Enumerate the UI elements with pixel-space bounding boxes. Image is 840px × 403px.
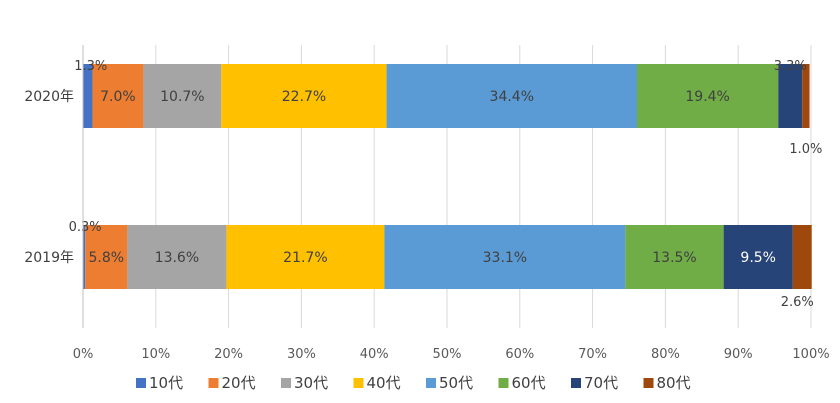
legend-swatch bbox=[136, 378, 146, 388]
legend-label: 10代 bbox=[149, 374, 183, 392]
category-label: 2020年 bbox=[24, 89, 74, 105]
legend-swatch bbox=[208, 378, 219, 388]
legend-label: 30代 bbox=[294, 374, 328, 392]
x-tick-label: 100% bbox=[792, 347, 829, 362]
legend-swatch bbox=[426, 378, 436, 388]
legend-swatch bbox=[643, 378, 654, 388]
x-tick-label: 70% bbox=[578, 347, 607, 362]
data-labels: 1.3% 7.0% 10.7% 22.7% 34.4% 19.4% 3.3% 1.0% 0.3%… bbox=[69, 59, 823, 310]
data-label: 5.8% bbox=[89, 250, 125, 266]
legend-swatch bbox=[353, 378, 364, 388]
bar-segment bbox=[386, 64, 638, 128]
bar-segment bbox=[637, 64, 779, 128]
legend-label: 60代 bbox=[512, 374, 546, 392]
data-label: 2.6% bbox=[781, 295, 814, 310]
legend-label: 40代 bbox=[367, 374, 401, 392]
legend: 10代 20代 30代 40代 50代 60代 70代 80代 bbox=[136, 374, 691, 392]
bar-segment bbox=[384, 225, 626, 289]
x-tick-label: 40% bbox=[360, 347, 389, 362]
bar-segment bbox=[625, 225, 724, 289]
bar-segment bbox=[778, 64, 803, 128]
data-label: 9.5% bbox=[740, 250, 776, 266]
data-label: 22.7% bbox=[282, 89, 326, 105]
bar-segment bbox=[792, 225, 812, 289]
bars bbox=[83, 64, 812, 289]
bar-segment bbox=[723, 225, 793, 289]
bar-segment bbox=[226, 225, 385, 289]
data-label: 7.0% bbox=[100, 89, 136, 105]
legend-label: 80代 bbox=[657, 374, 691, 392]
data-label: 0.3% bbox=[69, 220, 102, 235]
data-label: 21.7% bbox=[283, 250, 327, 266]
bar-segment bbox=[85, 225, 128, 289]
data-label: 34.4% bbox=[490, 89, 534, 105]
legend-label: 50代 bbox=[439, 374, 473, 392]
bar-segment bbox=[83, 64, 93, 128]
data-label: 13.5% bbox=[652, 250, 696, 266]
x-tick-label: 50% bbox=[433, 347, 462, 362]
x-tick-label: 20% bbox=[214, 347, 243, 362]
data-label: 19.4% bbox=[685, 89, 729, 105]
legend-swatch bbox=[571, 378, 581, 388]
x-tick-label: 0% bbox=[73, 347, 94, 362]
data-label: 33.1% bbox=[483, 250, 527, 266]
bar-segment bbox=[83, 225, 86, 289]
legend-label: 70代 bbox=[584, 374, 618, 392]
data-label: 13.6% bbox=[155, 250, 199, 266]
legend-swatch bbox=[281, 378, 291, 388]
bar-segment bbox=[802, 64, 810, 128]
data-label: 1.3% bbox=[74, 59, 107, 74]
x-tick-label: 90% bbox=[724, 347, 753, 362]
axes: 0% 10% 20% 30% 40% 50% 60% 70% 80% 90% 100% 2020年 20… bbox=[24, 45, 830, 362]
bar-segment bbox=[92, 64, 144, 128]
data-label: 1.0% bbox=[789, 142, 822, 157]
legend-label: 20代 bbox=[222, 374, 256, 392]
bar-segment bbox=[143, 64, 222, 128]
x-tick-label: 80% bbox=[651, 347, 680, 362]
x-tick-label: 60% bbox=[505, 347, 534, 362]
bar-segment bbox=[127, 225, 227, 289]
x-tick-label: 30% bbox=[287, 347, 316, 362]
legend-swatch bbox=[498, 378, 509, 388]
data-label: 3.3% bbox=[774, 59, 807, 74]
category-label: 2019年 bbox=[24, 250, 74, 266]
bar-segment bbox=[221, 64, 387, 128]
x-tick-label: 10% bbox=[141, 347, 170, 362]
data-label: 10.7% bbox=[160, 89, 204, 105]
